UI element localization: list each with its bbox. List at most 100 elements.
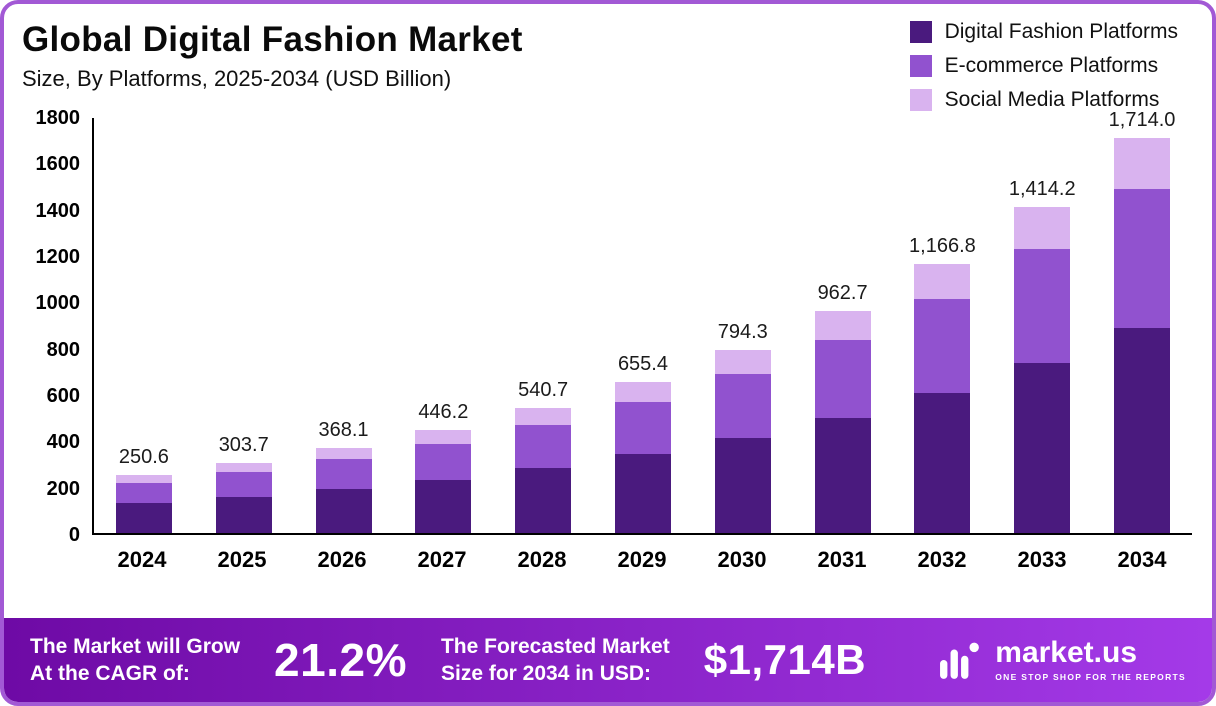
bar-stack xyxy=(914,264,971,533)
title-block: Global Digital Fashion Market Size, By P… xyxy=(18,16,523,92)
y-tick-label: 1800 xyxy=(35,107,81,129)
marketus-logo-icon xyxy=(940,642,980,679)
bar-value-label: 655.4 xyxy=(617,352,668,375)
bar-segment xyxy=(914,264,971,299)
bar-value-label: 303.7 xyxy=(218,434,269,457)
bar-segment xyxy=(1114,137,1171,190)
x-axis: 2024 2025 2026 2027 2028 2029 2030 2031 2032 2033… xyxy=(92,547,1192,573)
chart-body: 0 200 400 600 800 1000 1200 1400 1600 1800 250.6 3… xyxy=(18,108,1192,545)
bar-segment xyxy=(614,454,671,533)
x-tick-label: 2029 xyxy=(617,547,667,572)
bar-group: 1,166.8 xyxy=(893,118,993,533)
bar-segment xyxy=(315,488,372,533)
forecast-value: $1,714B xyxy=(703,636,867,683)
y-tick-label: 400 xyxy=(46,431,80,454)
bar-value-label: 794.3 xyxy=(717,320,768,343)
legend-label: E-commerce Platforms xyxy=(944,54,1159,77)
footer-banner: The Market will Grow At the CAGR of: 21.… xyxy=(4,618,1212,702)
y-tick-label: 0 xyxy=(68,524,80,546)
legend-label: Digital Fashion Platforms xyxy=(944,20,1178,43)
x-tick-label: 2034 xyxy=(1117,547,1167,572)
bar-segment xyxy=(215,463,272,473)
bar-stack xyxy=(1114,137,1171,533)
bar-stack xyxy=(814,311,871,533)
legend-label: Social Media Platforms xyxy=(944,88,1160,111)
bar-group: 303.7 xyxy=(194,118,294,533)
y-tick-label: 200 xyxy=(46,477,80,500)
forecast-label-line2: Size for 2034 in USD: xyxy=(440,662,652,685)
y-tick-label: 1400 xyxy=(35,199,81,222)
x-tick-label: 2024 xyxy=(117,547,167,572)
bar-segment xyxy=(315,459,372,489)
header-row: Global Digital Fashion Market Size, By P… xyxy=(18,16,1192,112)
legend-swatch xyxy=(909,55,932,77)
bar-stack xyxy=(515,408,572,533)
x-tick-label: 2026 xyxy=(317,547,367,572)
bar-value-label: 368.1 xyxy=(318,419,369,442)
legend-swatch xyxy=(909,21,932,43)
bar-value-label: 250.6 xyxy=(118,446,169,469)
legend-item: Digital Fashion Platforms xyxy=(909,20,1178,44)
cagr-label: The Market will Grow At the CAGR of: xyxy=(30,633,240,688)
bar-group: 250.6 xyxy=(94,118,194,533)
bar-value-label: 1,414.2 xyxy=(1008,177,1076,200)
bar-segment xyxy=(814,417,871,533)
bar-group: 794.3 xyxy=(693,118,793,533)
bar-segment xyxy=(814,339,871,418)
bar-segment xyxy=(115,475,172,483)
bar-group: 962.7 xyxy=(793,118,893,533)
bar-segment xyxy=(215,472,272,497)
bar-value-label: 446.2 xyxy=(418,401,469,424)
x-tick-label: 2031 xyxy=(817,547,867,572)
bar-group: 1,414.2 xyxy=(992,118,1092,533)
legend: Digital Fashion Platforms E-commerce Plat… xyxy=(909,16,1192,112)
bar-value-label: 1,166.8 xyxy=(909,235,976,257)
bar-stack xyxy=(215,463,272,533)
y-tick-label: 1000 xyxy=(35,292,81,315)
bar-segment xyxy=(515,408,572,425)
legend-item: Social Media Platforms xyxy=(909,88,1178,112)
bar-segment xyxy=(1014,363,1071,533)
bar-segment xyxy=(814,311,871,340)
bar-segment xyxy=(914,393,971,533)
y-axis: 0 200 400 600 800 1000 1200 1400 1600 1800 xyxy=(18,108,92,545)
cagr-value: 21.2% xyxy=(274,634,407,686)
bar-segment xyxy=(1114,189,1171,328)
brand-name: market.us xyxy=(995,636,1138,669)
page-subtitle: Size, By Platforms, 2025-2034 (USD Billi… xyxy=(22,66,452,91)
bar-segment xyxy=(315,448,372,460)
x-tick-label: 2025 xyxy=(217,547,267,572)
x-tick-label: 2028 xyxy=(517,547,567,572)
x-tick-label: 2033 xyxy=(1017,547,1067,572)
bar-segment xyxy=(415,479,472,533)
bar-group: 1,714.0 xyxy=(1092,109,1192,533)
cagr-label-line2: At the CAGR of: xyxy=(30,662,190,685)
y-tick-label: 1200 xyxy=(35,246,81,269)
chart-section: Global Digital Fashion Market Size, By P… xyxy=(4,4,1212,618)
bar-stack xyxy=(115,475,172,533)
bar-segment xyxy=(614,381,671,402)
bar-value-label: 540.7 xyxy=(518,379,569,402)
bar-stack xyxy=(614,381,671,533)
y-tick-label: 1600 xyxy=(35,153,81,176)
bar-stack xyxy=(315,448,372,533)
bar-segment xyxy=(714,437,771,533)
cagr-label-line1: The Market will Grow xyxy=(30,634,241,658)
bar-segment xyxy=(714,373,771,438)
bar-segment xyxy=(415,443,472,480)
bar-segment xyxy=(614,401,671,455)
bar-segment xyxy=(714,349,771,374)
plot-area: 250.6 303.7 368.1 446.2 540.7 655.4 794.3 962.7… xyxy=(92,109,1192,535)
bar-segment xyxy=(215,496,272,533)
x-tick-label: 2032 xyxy=(917,547,967,572)
bar-segment xyxy=(515,424,572,469)
bar-segment xyxy=(115,482,172,503)
bar-segment xyxy=(115,502,172,533)
bar-stack xyxy=(415,430,472,533)
bar-segment xyxy=(515,468,572,533)
bar-group: 540.7 xyxy=(493,118,593,533)
y-tick-label: 600 xyxy=(46,385,80,408)
bar-stack xyxy=(714,349,771,533)
brand-tagline: ONE STOP SHOP FOR THE REPORTS xyxy=(995,672,1186,682)
